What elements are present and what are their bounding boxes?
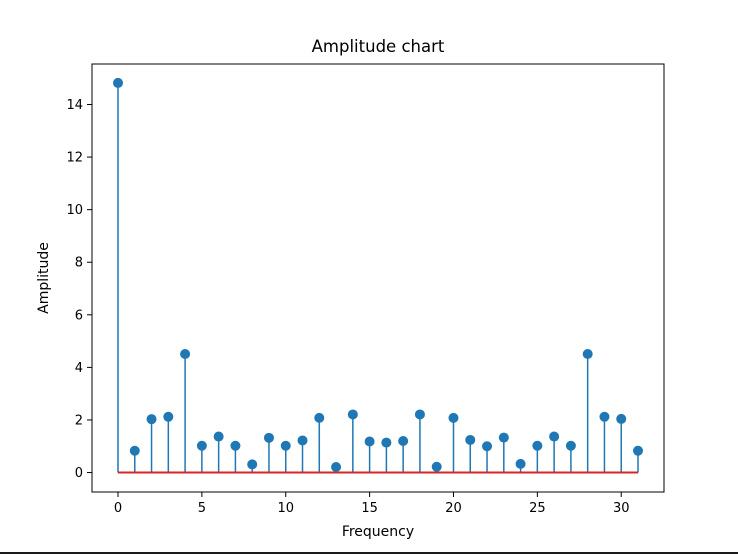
stem-marker <box>364 436 375 447</box>
y-tick-label: 2 <box>75 413 83 428</box>
y-tick-label: 0 <box>75 466 83 481</box>
x-axis-ticks: 0 5 10 15 20 25 30 <box>114 492 630 516</box>
stem-marker <box>213 431 224 442</box>
x-tick-label: 10 <box>277 501 294 516</box>
stem-marker <box>331 462 342 473</box>
stem-marker <box>465 434 476 445</box>
x-tick-label: 25 <box>529 501 546 516</box>
y-tick-label: 14 <box>66 98 83 113</box>
stem-marker <box>230 440 241 451</box>
x-tick-label: 0 <box>114 501 122 516</box>
y-axis-label: Amplitude <box>36 242 52 314</box>
stem-marker <box>431 461 442 472</box>
y-tick-label: 10 <box>66 203 83 218</box>
stem-marker <box>196 440 207 451</box>
stem-marker <box>381 437 392 448</box>
chart-title: Amplitude chart <box>312 37 445 56</box>
stem-marker <box>129 445 140 456</box>
stem-marker <box>146 414 157 425</box>
y-tick-label: 12 <box>66 151 83 166</box>
stem-marker <box>582 348 593 359</box>
stem-marker <box>280 440 291 451</box>
stem-marker <box>565 440 576 451</box>
stem-marker <box>414 409 425 420</box>
stem-marker <box>297 435 308 446</box>
stem-marker <box>599 411 610 422</box>
stem-marker <box>515 458 526 469</box>
stem-marker <box>398 435 409 446</box>
stem-marker <box>347 409 358 420</box>
stem-marker <box>532 440 543 451</box>
stem-marker <box>314 412 325 423</box>
stem-series <box>113 77 643 474</box>
stem-marker <box>482 441 493 452</box>
stem-marker <box>633 445 643 456</box>
y-axis-ticks: 0 2 4 6 8 10 12 14 <box>66 98 92 481</box>
x-axis-label: Frequency <box>342 524 414 540</box>
stem-marker <box>263 432 274 443</box>
stem-marker <box>549 431 560 442</box>
stem-marker <box>180 348 191 359</box>
x-tick-label: 30 <box>613 501 630 516</box>
stem-marker <box>616 413 627 424</box>
stem-marker <box>163 411 174 422</box>
stem-marker <box>448 412 459 423</box>
stem-marker <box>247 459 258 470</box>
plot-frame <box>91 63 665 493</box>
x-tick-label: 5 <box>198 501 206 516</box>
y-tick-label: 8 <box>75 256 83 271</box>
y-tick-label: 4 <box>75 361 83 376</box>
x-tick-label: 20 <box>445 501 462 516</box>
y-tick-label: 6 <box>75 308 83 323</box>
x-tick-label: 15 <box>361 501 378 516</box>
stem-marker <box>113 77 123 88</box>
stem-marker <box>498 432 509 443</box>
window-bottom-border <box>0 552 738 554</box>
